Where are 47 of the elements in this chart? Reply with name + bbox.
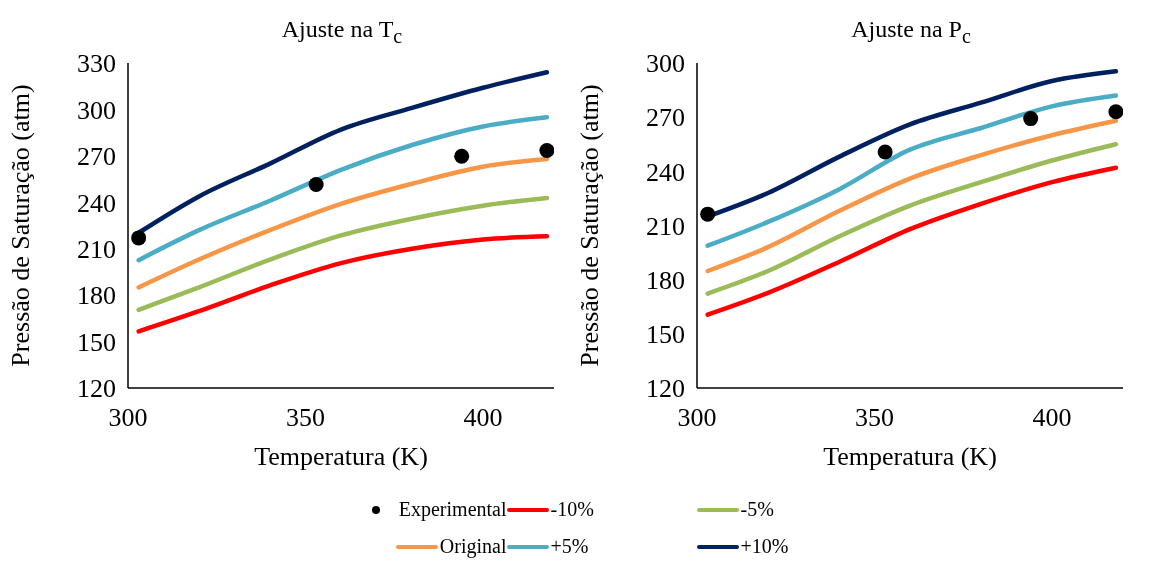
point [1108,104,1123,120]
y-tick-label: 120 [646,374,685,404]
y-tick-label: 210 [77,234,116,264]
x-tick-label: 300 [108,403,148,433]
y-tick-label: 120 [77,374,116,404]
legend-label: Experimental [398,498,507,521]
y-tick-label: 270 [77,142,116,172]
y-axis-title: Pressão de Saturação (atm) [6,84,36,367]
line-series [136,195,550,313]
y-tick-label: 270 [646,103,685,133]
line-series [705,93,1119,248]
line-series [705,165,1119,317]
y-tick-label: 150 [646,320,685,350]
legend-label: Original [439,535,507,558]
point [877,144,893,160]
y-tick-label: 300 [77,95,116,125]
y-tick-label: 150 [77,327,116,357]
y-tick-label: 180 [77,281,116,311]
y-axis-title: Pressão de Saturação (atm) [575,84,605,367]
chart-title: Ajuste na P$_{c}$ [851,16,971,47]
x-tick-label: 350 [855,403,894,433]
y-tick-label: 330 [77,49,116,79]
y-tick-label: 240 [77,188,116,218]
point [700,206,716,222]
x-tick-label: 400 [463,403,503,433]
point [539,142,554,158]
line-series [136,234,550,334]
y-tick-label: 240 [646,157,685,187]
line-series [136,114,550,263]
legend-label: +5% [550,535,589,558]
point [454,148,470,164]
chart-title: Ajuste na T$_{c}$ [281,16,403,47]
point [1023,111,1039,127]
point [308,176,324,192]
legend-label: +10% [740,535,789,558]
x-tick-label: 350 [286,403,325,433]
x-tick-label: 400 [1032,403,1072,433]
legend-label: -5% [740,498,774,521]
line-series [705,142,1119,296]
x-tick-label: 300 [677,403,717,433]
y-tick-label: 180 [646,265,685,295]
y-tick-label: 300 [646,49,685,79]
x-axis-title: Temperatura (K) [254,442,428,471]
y-tick-label: 210 [646,211,685,241]
point [131,230,147,246]
x-axis-title: Temperatura (K) [823,442,997,471]
legend-label: -10% [550,498,594,521]
